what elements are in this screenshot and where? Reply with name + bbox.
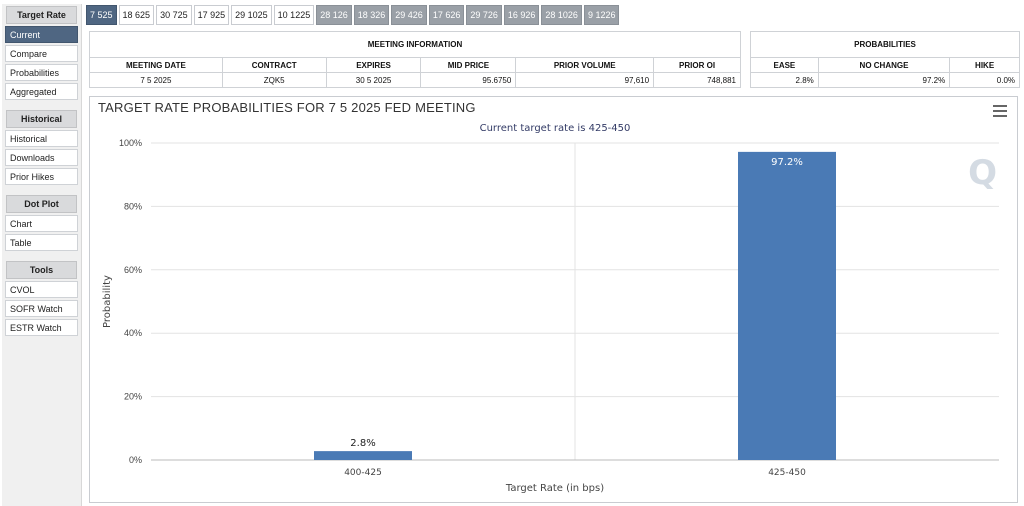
y-tick-label: 20% [124, 392, 142, 402]
tab-meeting-date[interactable]: 28 126 [316, 5, 352, 25]
hike-value: 0.0% [949, 72, 1020, 88]
probabilities-table: PROBABILITIES EASE NO CHANGE HIKE 2.8% 9… [750, 31, 1020, 88]
sidebar-item-aggregated[interactable]: Aggregated [5, 83, 78, 100]
tab-meeting-date[interactable]: 28 1026 [541, 5, 582, 25]
prior-volume-value: 97,610 [515, 72, 655, 88]
chart-subtitle: Current target rate is 425-450 [480, 123, 631, 134]
sidebar-item-compare[interactable]: Compare [5, 45, 78, 62]
col-prior-oi: PRIOR OI [653, 57, 741, 73]
watermark-logo: Q [968, 153, 997, 193]
bar-data-label: 2.8% [350, 438, 375, 449]
x-axis-title: Target Rate (in bps) [505, 483, 604, 494]
y-tick-label: 100% [119, 138, 142, 148]
probabilities-title: PROBABILITIES [750, 31, 1020, 58]
tab-meeting-date[interactable]: 18 625 [118, 5, 155, 25]
y-tick-label: 60% [124, 265, 142, 275]
meeting-info-title: MEETING INFORMATION [89, 31, 741, 58]
tab-meeting-date[interactable]: 17 925 [193, 5, 230, 25]
y-tick-label: 0% [129, 455, 142, 465]
expires-value: 30 5 2025 [325, 72, 422, 88]
chart-menu-icon[interactable] [993, 105, 1007, 117]
mid-price-value: 95.6750 [420, 72, 517, 88]
tab-meeting-date[interactable]: 17 626 [428, 5, 465, 25]
x-tick-label: 400-425 [344, 468, 382, 478]
y-tick-label: 40% [124, 328, 142, 338]
sidebar-item-probabilities[interactable]: Probabilities [5, 64, 78, 81]
col-expires: EXPIRES [325, 57, 422, 73]
sidebar-heading: Dot Plot [6, 195, 77, 213]
col-ease: EASE [750, 57, 819, 73]
chart-panel: TARGET RATE PROBABILITIES FOR 7 5 2025 F… [89, 96, 1018, 503]
tab-meeting-date[interactable]: 18 326 [353, 5, 390, 25]
col-mid-price: MID PRICE [420, 57, 517, 73]
meeting-date-value: 7 5 2025 [89, 72, 223, 88]
col-meeting-date: MEETING DATE [89, 57, 223, 73]
x-tick-label: 425-450 [768, 468, 806, 478]
chart-title: TARGET RATE PROBABILITIES FOR 7 5 2025 F… [98, 100, 476, 115]
sidebar-item-prior-hikes[interactable]: Prior Hikes [5, 168, 78, 185]
sidebar-heading: Target Rate [6, 6, 77, 24]
meeting-date-tabs: 7 525 18 625 30 725 17 925 29 1025 10 1225 28 … [86, 5, 621, 25]
tab-meeting-date[interactable]: 29 726 [466, 5, 502, 25]
y-axis-title: Probability [102, 275, 113, 328]
sidebar-item-current[interactable]: Current [5, 26, 78, 43]
col-no-change: NO CHANGE [817, 57, 951, 73]
tab-meeting-date[interactable]: 16 926 [503, 5, 540, 25]
tab-meeting-date[interactable]: 30 725 [156, 5, 192, 25]
y-tick-label: 80% [124, 201, 142, 211]
contract-value: ZQK5 [221, 72, 327, 88]
col-contract: CONTRACT [221, 57, 327, 73]
sidebar-item-historical[interactable]: Historical [5, 130, 78, 147]
tab-meeting-date[interactable]: 7 525 [86, 5, 117, 25]
col-hike: HIKE [949, 57, 1020, 73]
sidebar: Target Rate Current Compare Probabilities Ag… [2, 4, 82, 506]
tab-meeting-date[interactable]: 9 1226 [583, 5, 620, 25]
sidebar-heading: Tools [6, 261, 77, 279]
bar-400-425 [314, 451, 412, 460]
tab-meeting-date[interactable]: 10 1225 [273, 5, 315, 25]
col-prior-volume: PRIOR VOLUME [515, 57, 655, 73]
tab-meeting-date[interactable]: 29 1025 [231, 5, 272, 25]
bar-chart: 0% 20% 40% 60% 80% 100% 2.8% 400-425 97.2% 425-45… [102, 123, 999, 494]
prior-oi-value: 748,881 [653, 72, 741, 88]
sidebar-item-estr-watch[interactable]: ESTR Watch [5, 319, 78, 336]
sidebar-heading: Historical [6, 110, 77, 128]
ease-value: 2.8% [750, 72, 819, 88]
sidebar-item-chart[interactable]: Chart [5, 215, 78, 232]
sidebar-item-downloads[interactable]: Downloads [5, 149, 78, 166]
bar-425-450 [738, 151, 836, 460]
no-change-value: 97.2% [817, 72, 951, 88]
sidebar-item-sofr-watch[interactable]: SOFR Watch [5, 300, 78, 317]
meeting-info-table: MEETING INFORMATION MEETING DATE CONTRAC… [89, 31, 741, 88]
sidebar-item-table[interactable]: Table [5, 234, 78, 251]
bar-data-label: 97.2% [771, 157, 803, 168]
tab-meeting-date[interactable]: 29 426 [391, 5, 427, 25]
sidebar-item-cvol[interactable]: CVOL [5, 281, 78, 298]
